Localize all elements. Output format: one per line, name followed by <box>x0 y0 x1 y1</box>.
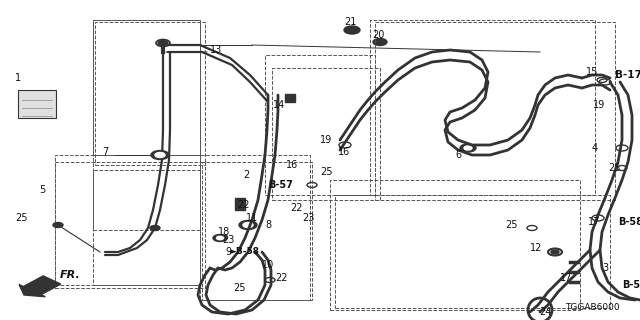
Text: 25: 25 <box>234 283 246 293</box>
Text: 25: 25 <box>608 163 621 173</box>
Circle shape <box>216 236 223 240</box>
Text: 13: 13 <box>210 45 222 55</box>
Text: 17: 17 <box>559 273 572 283</box>
Text: B-57: B-57 <box>622 280 640 290</box>
Text: B-58: B-58 <box>618 217 640 227</box>
Circle shape <box>344 26 360 34</box>
Text: 6: 6 <box>455 150 461 160</box>
Text: 18: 18 <box>218 227 230 237</box>
Text: 19: 19 <box>320 135 332 145</box>
Circle shape <box>373 38 387 45</box>
Text: 17: 17 <box>588 217 600 227</box>
FancyArrow shape <box>19 276 61 297</box>
Bar <box>93 20 200 155</box>
Bar <box>265 55 375 195</box>
Text: 22: 22 <box>290 203 303 213</box>
Circle shape <box>150 226 160 230</box>
Text: 2: 2 <box>244 170 250 180</box>
Text: 22: 22 <box>275 273 287 283</box>
Bar <box>285 94 295 102</box>
Bar <box>330 180 580 310</box>
Bar <box>335 195 610 308</box>
Bar <box>202 162 312 300</box>
Bar <box>375 22 615 200</box>
Text: 7: 7 <box>102 147 108 157</box>
Circle shape <box>460 144 476 152</box>
Bar <box>235 198 245 210</box>
Text: 25: 25 <box>16 213 28 223</box>
Text: FR.: FR. <box>60 270 81 280</box>
Text: 5: 5 <box>39 185 45 195</box>
Circle shape <box>53 222 63 228</box>
Text: ►B-58: ►B-58 <box>230 247 260 257</box>
Circle shape <box>551 250 559 254</box>
Text: B-57: B-57 <box>268 180 293 190</box>
Text: B-17-20: B-17-20 <box>615 70 640 80</box>
Circle shape <box>243 222 253 228</box>
Text: 4: 4 <box>592 143 598 153</box>
Text: 19: 19 <box>593 100 605 110</box>
Text: 16: 16 <box>285 160 298 170</box>
Text: TGGAB6000: TGGAB6000 <box>565 303 620 313</box>
Bar <box>18 90 56 118</box>
Text: 22: 22 <box>237 200 250 210</box>
Text: 10: 10 <box>262 260 275 270</box>
Text: 25: 25 <box>320 167 333 177</box>
Text: 16: 16 <box>338 147 350 157</box>
Circle shape <box>464 146 472 150</box>
Text: 23: 23 <box>223 235 235 245</box>
Text: 25: 25 <box>506 220 518 230</box>
Bar <box>93 20 200 230</box>
Text: 11: 11 <box>246 213 258 223</box>
Text: 9: 9 <box>226 247 232 257</box>
Text: 12: 12 <box>530 243 542 253</box>
Text: 21: 21 <box>344 17 356 27</box>
Bar <box>55 155 200 285</box>
Text: 8: 8 <box>265 220 271 230</box>
Text: 14: 14 <box>273 100 285 110</box>
Circle shape <box>158 41 168 45</box>
Circle shape <box>239 220 257 229</box>
Text: 3: 3 <box>602 263 608 273</box>
Bar <box>95 22 205 165</box>
Text: 23: 23 <box>302 213 314 223</box>
Circle shape <box>151 150 169 159</box>
Text: 20: 20 <box>372 30 384 40</box>
Circle shape <box>155 153 165 157</box>
Text: 24: 24 <box>539 307 551 317</box>
Bar <box>200 155 310 300</box>
Bar <box>370 20 595 195</box>
Bar <box>93 170 200 285</box>
Bar <box>55 162 205 288</box>
Bar <box>272 68 380 200</box>
Text: 1: 1 <box>15 73 21 83</box>
Circle shape <box>213 235 227 242</box>
Text: 15: 15 <box>586 67 598 77</box>
